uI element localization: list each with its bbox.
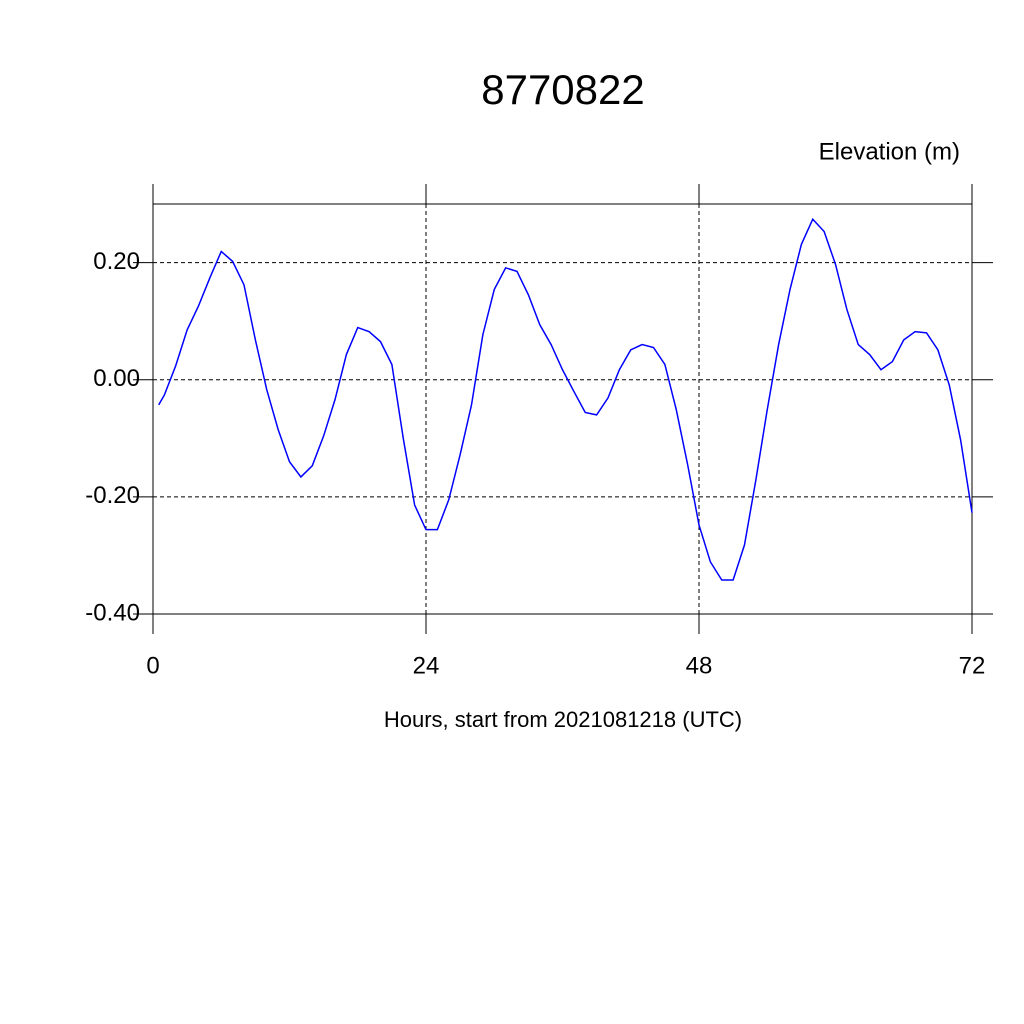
x-axis-label: Hours, start from 2021081218 (UTC) [384,707,742,732]
x-tick-label: 24 [413,652,440,679]
y-tick-label: -0.40 [85,599,140,626]
x-tick-label: 0 [146,652,159,679]
y-unit-label: Elevation (m) [819,138,960,165]
plot-frame [152,203,973,615]
y-tick-label: 0.00 [93,365,140,392]
y-tick-label: -0.20 [85,482,140,509]
x-tick-label: 72 [959,652,986,679]
x-tick-label: 48 [686,652,713,679]
data-line [158,217,973,581]
y-tick-label: 0.20 [93,248,140,275]
chart-title: 8770822 [481,66,645,113]
